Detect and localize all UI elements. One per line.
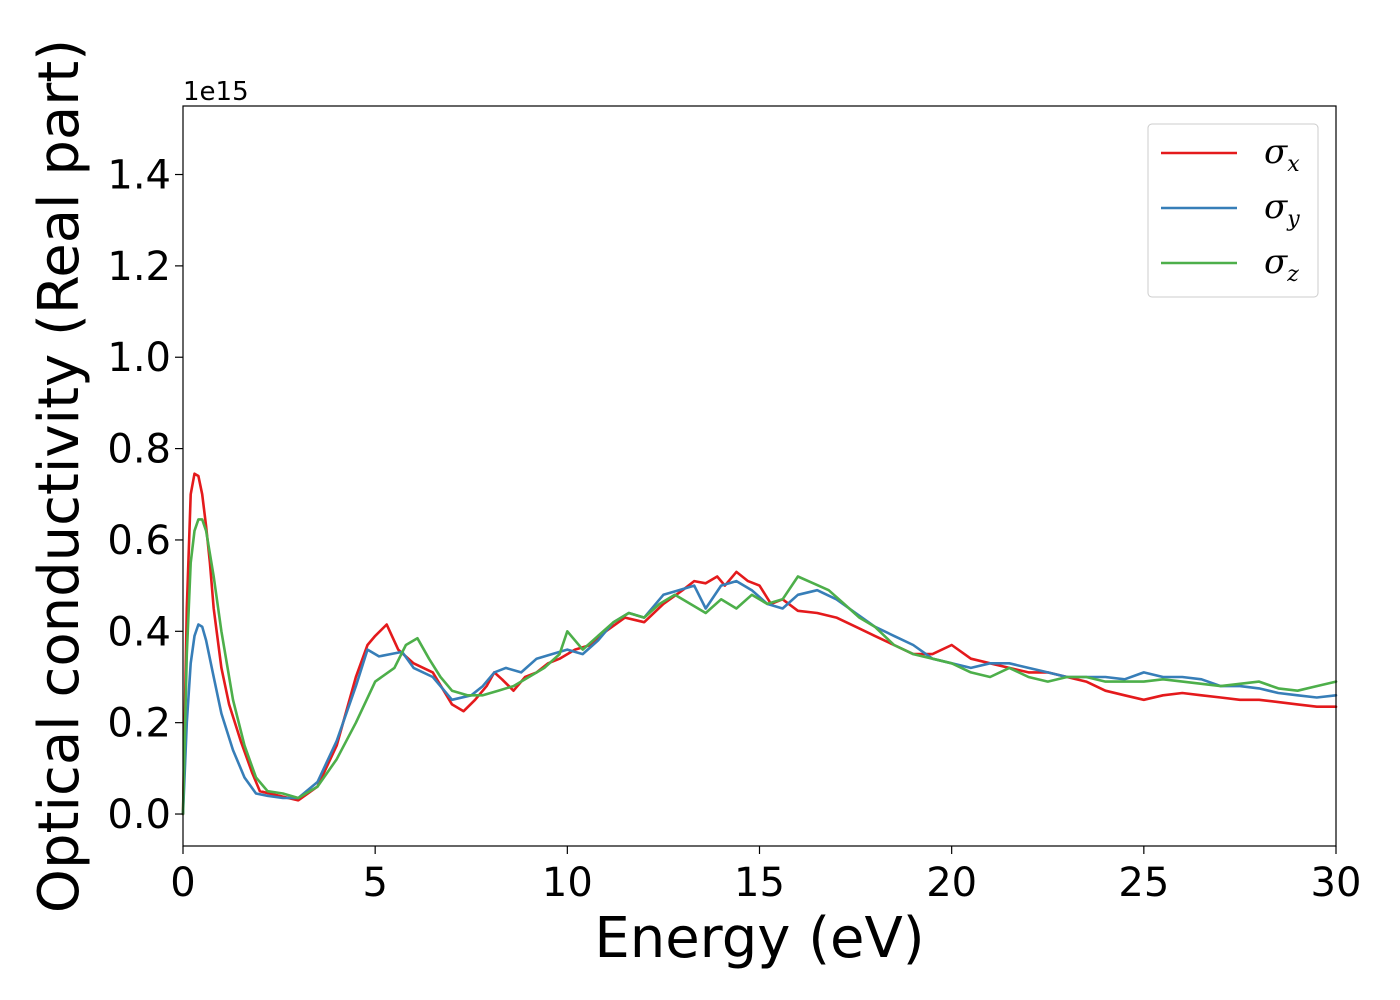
x-tick-label: 20 — [926, 860, 977, 906]
x-tick-label: 5 — [362, 860, 387, 906]
y-tick-label: 1.0 — [107, 335, 171, 381]
x-axis-label: Energy (eV) — [594, 906, 924, 971]
y-axis-label: Optical conductivity (Real part) — [27, 39, 92, 913]
y-axis-ticks: 0.0 0.2 0.4 0.6 0.8 1.0 1.2 1.4 — [107, 153, 183, 838]
y-tick-label: 0.2 — [107, 701, 171, 747]
series-line-x — [181, 472, 1338, 816]
series-line-y — [181, 579, 1338, 816]
legend-label-y: σy — [1264, 187, 1300, 232]
x-axis-ticks: 0 5 10 15 20 25 30 — [170, 846, 1361, 906]
x-tick-label: 25 — [1118, 860, 1169, 906]
y-tick-label: 1.4 — [107, 153, 171, 199]
legend-box — [1147, 123, 1319, 298]
legend-label-x: σx — [1264, 132, 1300, 177]
x-tick-label: 10 — [542, 860, 593, 906]
series-line-z — [181, 518, 1338, 816]
y-tick-label: 1.2 — [107, 244, 171, 290]
y-offset-text: 1e15 — [183, 77, 249, 107]
plot-series — [181, 472, 1338, 816]
y-tick-label: 0.0 — [107, 792, 171, 838]
y-tick-label: 0.4 — [107, 609, 171, 655]
x-tick-label: 15 — [734, 860, 785, 906]
x-tick-label: 0 — [170, 860, 195, 906]
y-tick-label: 0.8 — [107, 427, 171, 473]
y-tick-label: 0.6 — [107, 518, 171, 564]
x-tick-label: 30 — [1311, 860, 1362, 906]
